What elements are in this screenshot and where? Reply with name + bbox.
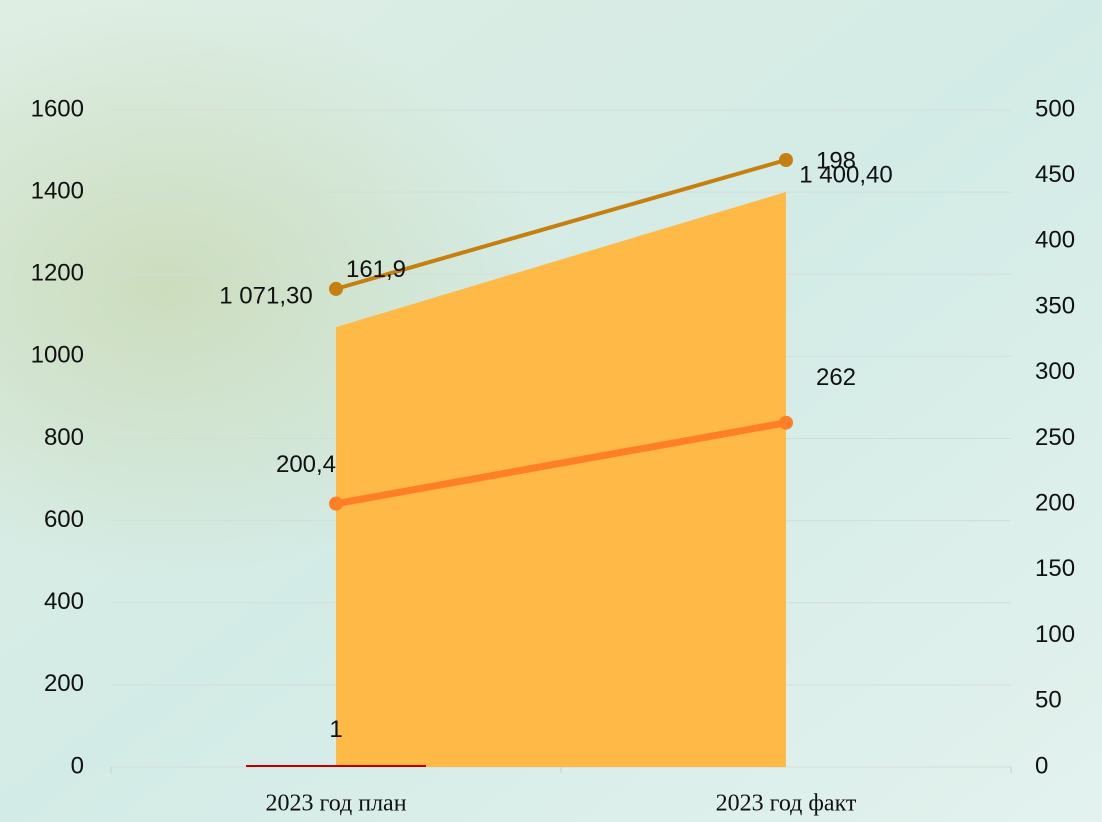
- y2-tick-label: 500: [1035, 95, 1075, 122]
- data-label: 262: [816, 364, 856, 391]
- y-tick-label: 0: [71, 752, 84, 779]
- line-marker: [779, 415, 793, 430]
- line-marker: [329, 281, 343, 296]
- data-label: 1 400,40: [799, 161, 892, 188]
- y2-tick-label: 400: [1035, 227, 1075, 254]
- y-tick-label: 1600: [31, 95, 84, 122]
- data-label: 1 071,30: [219, 282, 312, 309]
- line: [335, 158, 787, 291]
- line-marker: [779, 152, 793, 167]
- y2-tick-label: 150: [1035, 555, 1075, 582]
- y-tick-label: 1000: [31, 342, 84, 369]
- data-label: 198: [816, 147, 856, 174]
- data-label: 200,4: [276, 451, 336, 478]
- area: [336, 191, 786, 767]
- y-tick-label: 800: [44, 424, 84, 451]
- y2-tick-label: 0: [1035, 752, 1048, 779]
- y2-tick-label: 300: [1035, 358, 1075, 385]
- y2-tick-label: 50: [1035, 687, 1062, 714]
- y2-tick-label: 250: [1035, 424, 1075, 451]
- y-tick-label: 1400: [31, 177, 84, 204]
- data-label: 1: [329, 716, 342, 743]
- line: [335, 419, 787, 508]
- y2-tick-label: 200: [1035, 490, 1075, 517]
- line-marker: [329, 496, 343, 511]
- y-tick-label: 1200: [31, 260, 84, 287]
- bar: [246, 765, 426, 767]
- y-tick-label: 400: [44, 588, 84, 615]
- y2-tick-label: 350: [1035, 292, 1075, 319]
- x-tick-label: 2023 год факт: [716, 791, 857, 817]
- data-label: 161,9: [346, 256, 406, 283]
- x-tick-label: 2023 год план: [265, 791, 406, 817]
- y-tick-label: 200: [44, 670, 84, 697]
- y2-tick-label: 100: [1035, 621, 1075, 648]
- y2-tick-label: 450: [1035, 161, 1075, 188]
- y-tick-label: 600: [44, 506, 84, 533]
